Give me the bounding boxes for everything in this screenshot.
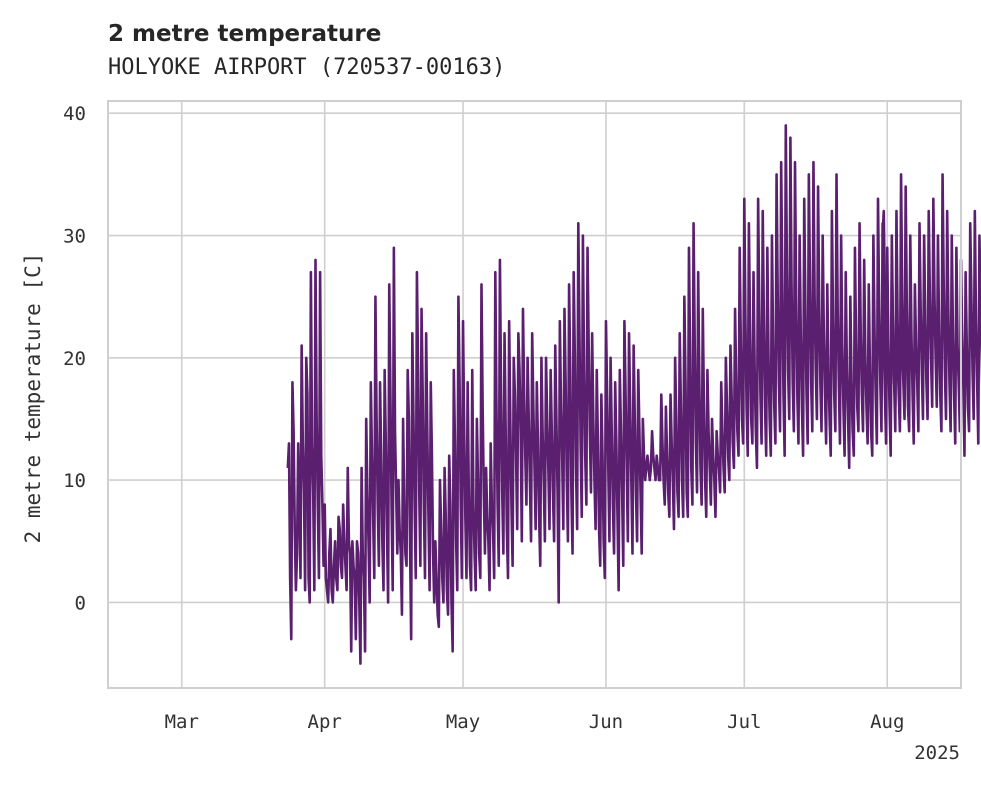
x-axis-year-label: 2025 [914, 742, 960, 764]
y-axis: 0 10 20 30 40 [63, 103, 86, 614]
chart-subtitle: HOLYOKE AIRPORT (720537-00163) [108, 55, 505, 80]
series-layer [286, 124, 981, 665]
series-line [881, 173, 981, 457]
x-tick-label: Aug [870, 711, 904, 733]
x-tick-label: Jun [589, 711, 623, 733]
series-line [286, 124, 911, 665]
y-tick-label: 20 [63, 348, 86, 370]
x-tick-label: Apr [308, 711, 342, 733]
y-tick-label: 30 [63, 226, 86, 248]
x-axis: Mar Apr May Jun Jul Aug [165, 711, 905, 733]
x-tick-label: May [446, 711, 480, 733]
x-tick-label: Mar [165, 711, 199, 733]
y-tick-label: 40 [63, 103, 86, 125]
x-tick-label: Jul [727, 711, 761, 733]
y-axis-label: 2 metre temperature [C] [21, 253, 45, 544]
chart-title: 2 metre temperature [108, 21, 381, 47]
plot-frame [107, 100, 962, 689]
y-tick-label: 0 [75, 592, 86, 614]
y-tick-label: 10 [63, 470, 86, 492]
